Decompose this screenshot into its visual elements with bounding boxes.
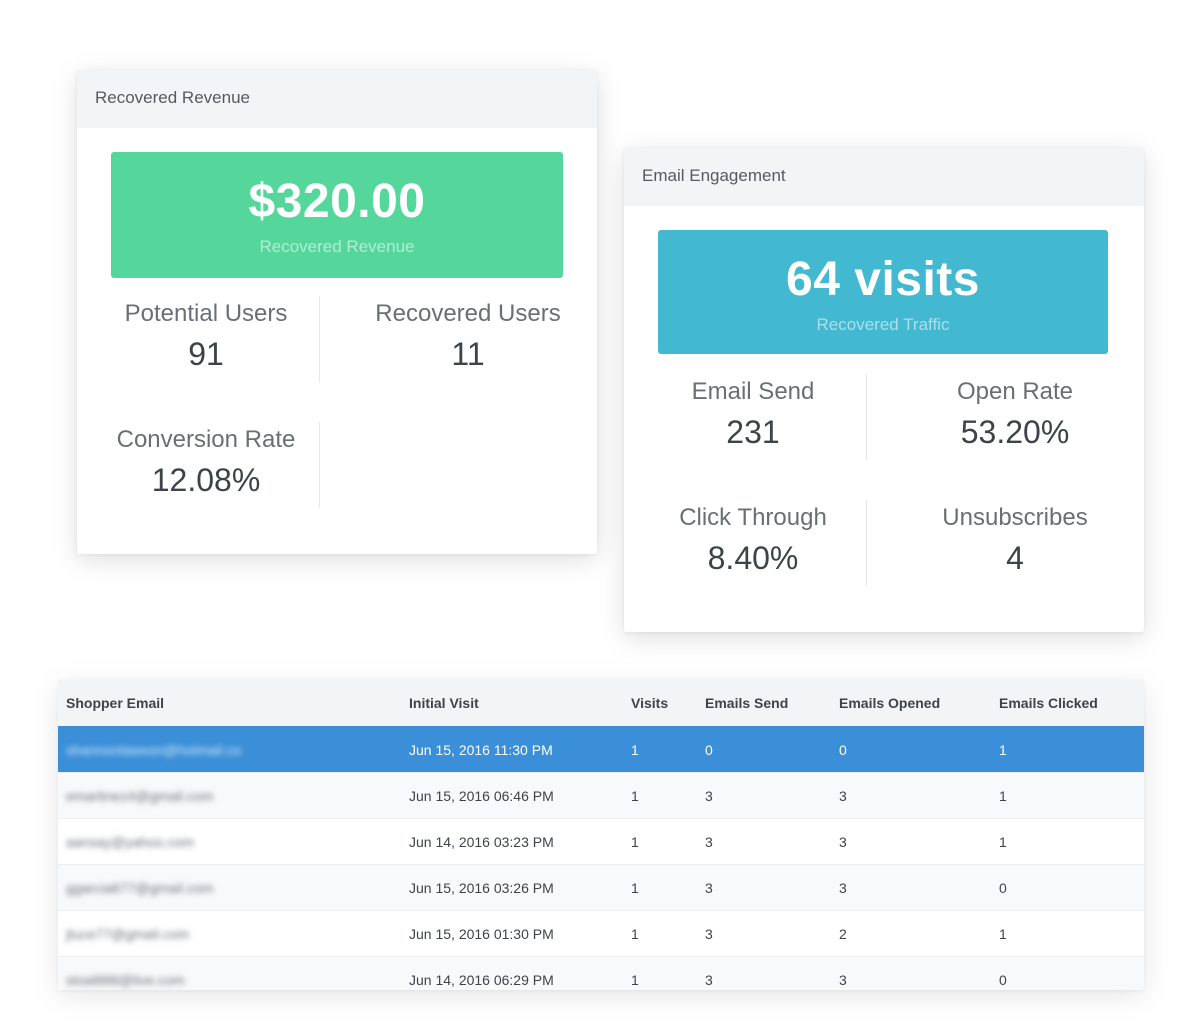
cell-emails-opened: 3: [831, 773, 991, 819]
cell-initial-visit: Jun 15, 2016 01:30 PM: [401, 911, 623, 957]
stat-label: Unsubscribes: [886, 504, 1144, 532]
shopper-email-text: emartinez4@gmail.com: [66, 788, 213, 804]
cell-emails-clicked: 1: [991, 773, 1144, 819]
cell-emails-send: 3: [697, 911, 831, 957]
cell-emails-opened: 0: [831, 727, 991, 773]
stat-label: Email Send: [624, 378, 882, 406]
table-row[interactable]: emartinez4@gmail.com Jun 15, 2016 06:46 P…: [58, 773, 1144, 819]
stat-value: 12.08%: [77, 462, 335, 499]
cell-initial-visit: Jun 14, 2016 03:23 PM: [401, 819, 623, 865]
shopper-email-text: shannonlawson@hotmail.co: [66, 742, 241, 758]
table-body: shannonlawson@hotmail.co Jun 15, 2016 11:…: [58, 727, 1144, 991]
cell-visits: 1: [623, 911, 697, 957]
cell-emails-send: 3: [697, 819, 831, 865]
stat-value: 231: [624, 414, 882, 451]
table-row[interactable]: jtuce77@gmail.com Jun 15, 2016 01:30 PM 1 3…: [58, 911, 1144, 957]
cell-emails-clicked: 1: [991, 819, 1144, 865]
stat-divider: [866, 374, 867, 460]
cell-initial-visit: Jun 14, 2016 06:29 PM: [401, 957, 623, 991]
email-engagement-card: Email Engagement 64 visits Recovered Tra…: [624, 148, 1144, 632]
cell-emails-opened: 3: [831, 865, 991, 911]
stat-label: Conversion Rate: [77, 426, 335, 454]
recovered-revenue-hero: $320.00 Recovered Revenue: [111, 152, 563, 278]
table-row[interactable]: ggarcia877@gmail.com Jun 15, 2016 03:26 P…: [58, 865, 1144, 911]
stat-label: Click Through: [624, 504, 882, 532]
shopper-email-text: jtuce77@gmail.com: [66, 926, 189, 942]
cell-shopper-email: aansay@yahoo.com: [58, 819, 401, 865]
cell-shopper-email: jtuce77@gmail.com: [58, 911, 401, 957]
cell-emails-clicked: 0: [991, 957, 1144, 991]
stat-value: 11: [339, 336, 597, 373]
stat-divider: [319, 422, 320, 508]
table-header-row: Shopper Email Initial Visit Visits Email…: [58, 680, 1144, 727]
stat-value: 8.40%: [624, 540, 882, 577]
table-row-selected[interactable]: shannonlawson@hotmail.co Jun 15, 2016 11:…: [58, 727, 1144, 773]
card-header-title: Email Engagement: [624, 148, 1144, 206]
stat-conversion-rate: Conversion Rate 12.08%: [77, 426, 335, 499]
recovered-traffic-hero: 64 visits Recovered Traffic: [658, 230, 1108, 354]
stat-open-rate: Open Rate 53.20%: [886, 378, 1144, 451]
stat-divider: [319, 296, 320, 382]
cell-visits: 1: [623, 819, 697, 865]
table-row[interactable]: stoal888@live.com Jun 14, 2016 06:29 PM 1 3…: [58, 957, 1144, 991]
cell-emails-clicked: 0: [991, 865, 1144, 911]
cell-initial-visit: Jun 15, 2016 06:46 PM: [401, 773, 623, 819]
hero-value: $320.00: [111, 174, 563, 229]
cell-emails-clicked: 1: [991, 911, 1144, 957]
stat-value: 91: [77, 336, 335, 373]
cell-visits: 1: [623, 957, 697, 991]
cell-visits: 1: [623, 773, 697, 819]
shoppers-table: Shopper Email Initial Visit Visits Email…: [58, 680, 1144, 990]
column-header-initial-visit[interactable]: Initial Visit: [401, 680, 623, 727]
cell-shopper-email: ggarcia877@gmail.com: [58, 865, 401, 911]
column-header-emails-send[interactable]: Emails Send: [697, 680, 831, 727]
shopper-email-text: ggarcia877@gmail.com: [66, 880, 213, 896]
shopper-email-text: stoal888@live.com: [66, 972, 185, 988]
shoppers-table-container: Shopper Email Initial Visit Visits Email…: [58, 680, 1144, 990]
hero-value: 64 visits: [658, 252, 1108, 307]
shopper-email-text: aansay@yahoo.com: [66, 834, 194, 850]
stat-value: 53.20%: [886, 414, 1144, 451]
cell-emails-opened: 3: [831, 957, 991, 991]
stat-label: Potential Users: [77, 300, 335, 328]
cell-shopper-email: stoal888@live.com: [58, 957, 401, 991]
cell-emails-send: 3: [697, 957, 831, 991]
cell-visits: 1: [623, 865, 697, 911]
table-row[interactable]: aansay@yahoo.com Jun 14, 2016 03:23 PM 1 3 3…: [58, 819, 1144, 865]
stat-label: Recovered Users: [339, 300, 597, 328]
hero-label: Recovered Traffic: [658, 315, 1108, 335]
cell-initial-visit: Jun 15, 2016 03:26 PM: [401, 865, 623, 911]
column-header-emails-clicked[interactable]: Emails Clicked: [991, 680, 1144, 727]
cell-emails-clicked: 1: [991, 727, 1144, 773]
stat-recovered-users: Recovered Users 11: [339, 300, 597, 373]
stat-unsubscribes: Unsubscribes 4: [886, 504, 1144, 577]
cell-initial-visit: Jun 15, 2016 11:30 PM: [401, 727, 623, 773]
stat-divider: [866, 500, 867, 586]
stat-potential-users: Potential Users 91: [77, 300, 335, 373]
cell-emails-send: 3: [697, 773, 831, 819]
stat-email-send: Email Send 231: [624, 378, 882, 451]
stat-click-through: Click Through 8.40%: [624, 504, 882, 577]
cell-shopper-email: emartinez4@gmail.com: [58, 773, 401, 819]
card-header-title: Recovered Revenue: [77, 70, 597, 128]
recovered-revenue-card: Recovered Revenue $320.00 Recovered Reve…: [77, 70, 597, 554]
stat-value: 4: [886, 540, 1144, 577]
cell-emails-send: 3: [697, 865, 831, 911]
cell-shopper-email: shannonlawson@hotmail.co: [58, 727, 401, 773]
cell-emails-opened: 2: [831, 911, 991, 957]
cell-visits: 1: [623, 727, 697, 773]
column-header-visits[interactable]: Visits: [623, 680, 697, 727]
cell-emails-opened: 3: [831, 819, 991, 865]
hero-label: Recovered Revenue: [111, 237, 563, 257]
column-header-emails-opened[interactable]: Emails Opened: [831, 680, 991, 727]
column-header-shopper-email[interactable]: Shopper Email: [58, 680, 401, 727]
stat-label: Open Rate: [886, 378, 1144, 406]
cell-emails-send: 0: [697, 727, 831, 773]
